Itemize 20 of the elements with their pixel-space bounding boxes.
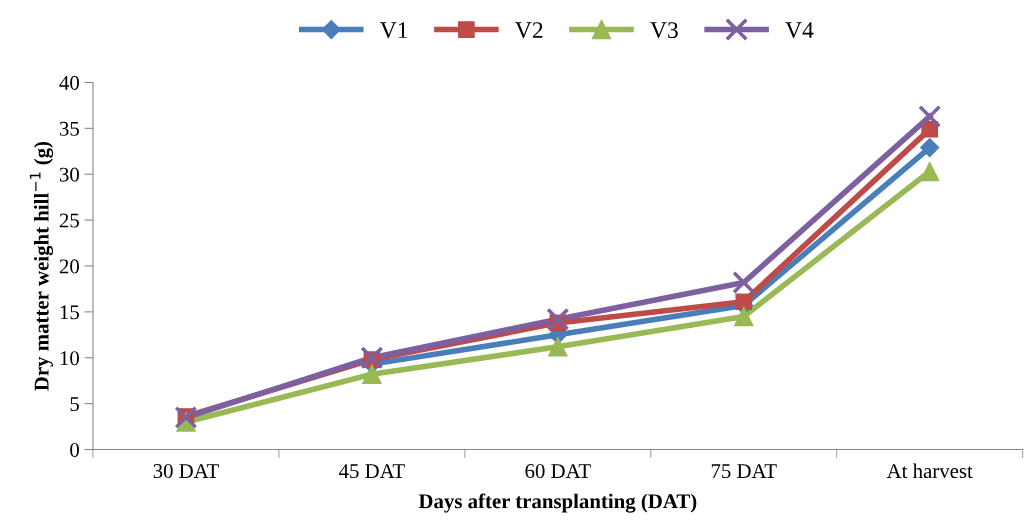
legend-label: V3 (650, 22, 678, 39)
y-tick-label: 30 (59, 167, 79, 182)
x-axis-title: Days after transplanting (DAT) (418, 493, 697, 513)
y-tick-label: 40 (59, 75, 79, 90)
y-tick-label: 15 (60, 305, 79, 320)
y-tick-label: 25 (59, 213, 79, 228)
legend-label: V1 (379, 22, 408, 39)
x-tick-label: 75 DAT (711, 464, 777, 479)
x-tick-label: 45 DAT (339, 464, 405, 479)
y-tick-label: 20 (59, 259, 79, 274)
legend-label: V2 (515, 22, 543, 39)
x-tick-label: 30 DAT (153, 464, 219, 479)
y-tick-label: 5 (70, 397, 79, 412)
legend-label: V4 (785, 22, 814, 39)
x-tick-label: At harvest (886, 463, 973, 479)
y-tick-label: 10 (60, 351, 79, 366)
y-axis-title: Dry matter weight hill$^{−1}$ (g) (29, 141, 54, 391)
y-tick-label: 0 (70, 442, 79, 457)
x-tick-label: 60 DAT (525, 464, 591, 479)
y-tick-label: 35 (59, 121, 79, 136)
